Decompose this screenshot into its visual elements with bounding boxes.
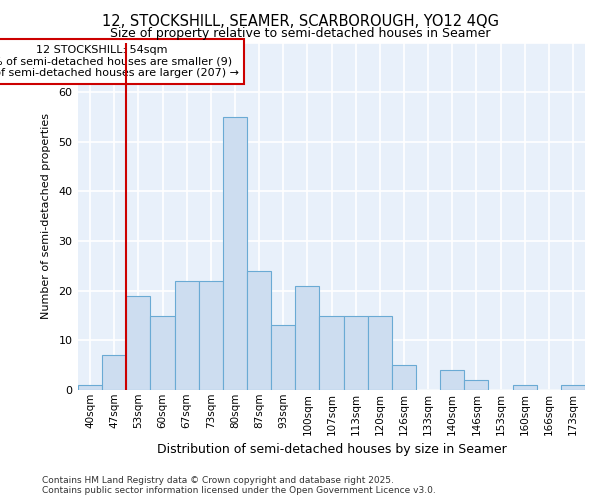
Bar xyxy=(247,271,271,390)
Bar xyxy=(223,117,247,390)
Bar xyxy=(392,365,416,390)
Bar xyxy=(368,316,392,390)
Text: 12 STOCKSHILL: 54sqm
← 4% of semi-detached houses are smaller (9)
95% of semi-de: 12 STOCKSHILL: 54sqm ← 4% of semi-detach… xyxy=(0,45,239,78)
Bar xyxy=(319,316,344,390)
Bar xyxy=(561,385,585,390)
Bar xyxy=(126,296,151,390)
Bar xyxy=(271,326,295,390)
Text: Size of property relative to semi-detached houses in Seamer: Size of property relative to semi-detach… xyxy=(110,28,490,40)
Bar xyxy=(102,355,126,390)
X-axis label: Distribution of semi-detached houses by size in Seamer: Distribution of semi-detached houses by … xyxy=(157,443,506,456)
Bar xyxy=(344,316,368,390)
Bar xyxy=(78,385,102,390)
Text: Contains HM Land Registry data © Crown copyright and database right 2025.
Contai: Contains HM Land Registry data © Crown c… xyxy=(42,476,436,495)
Text: 12, STOCKSHILL, SEAMER, SCARBOROUGH, YO12 4QG: 12, STOCKSHILL, SEAMER, SCARBOROUGH, YO1… xyxy=(101,14,499,29)
Bar xyxy=(440,370,464,390)
Bar xyxy=(512,385,537,390)
Bar xyxy=(199,281,223,390)
Bar xyxy=(464,380,488,390)
Bar xyxy=(175,281,199,390)
Bar xyxy=(151,316,175,390)
Y-axis label: Number of semi-detached properties: Number of semi-detached properties xyxy=(41,114,52,320)
Bar xyxy=(295,286,319,390)
